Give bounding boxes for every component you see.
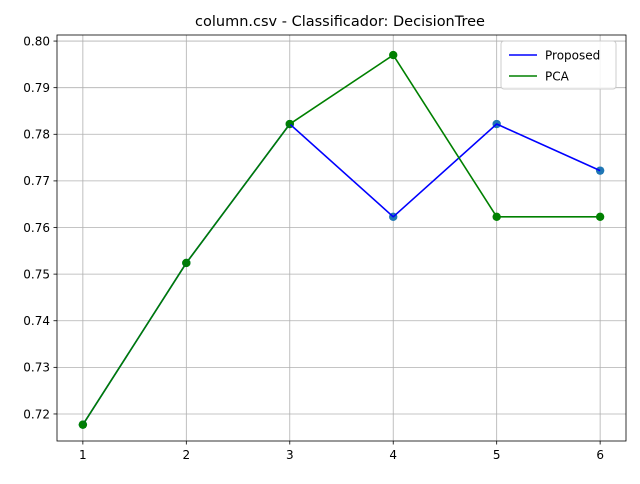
plot-frame — [56, 34, 627, 442]
axes: 1 2 3 4 5 6 0.72 0.73 0.74 0.75 0.76 0.77 0.78 0.79 0.… — [23, 34, 627, 462]
y-tick-label: 0.79 — [23, 81, 50, 95]
y-tick-label: 0.72 — [23, 407, 50, 421]
x-tick-label: 5 — [493, 448, 501, 462]
legend-label-pca: PCA — [545, 70, 570, 84]
y-tick-label: 0.77 — [23, 174, 50, 188]
x-tick-label: 3 — [286, 448, 294, 462]
y-tick-label: 0.74 — [23, 314, 50, 328]
x-tick-label: 6 — [596, 448, 604, 462]
x-tick-label: 1 — [79, 448, 87, 462]
legend: Proposed PCA — [500, 40, 617, 90]
legend-label-proposed: Proposed — [545, 49, 600, 63]
y-tick-label: 0.80 — [23, 34, 50, 48]
x-tick-label: 4 — [389, 448, 397, 462]
legend-box — [500, 40, 617, 90]
x-tick-label: 2 — [182, 448, 190, 462]
chart-title: column.csv - Classificador: DecisionTree — [195, 14, 485, 30]
y-tick-label: 0.75 — [23, 267, 50, 281]
y-tick-label: 0.73 — [23, 361, 50, 375]
series-lines — [82, 54, 601, 426]
y-tick-label: 0.78 — [23, 128, 50, 142]
y-tick-label: 0.76 — [23, 221, 50, 235]
grid-lines — [57, 35, 626, 441]
data-series — [78, 50, 605, 429]
series-line-pca — [82, 54, 601, 426]
